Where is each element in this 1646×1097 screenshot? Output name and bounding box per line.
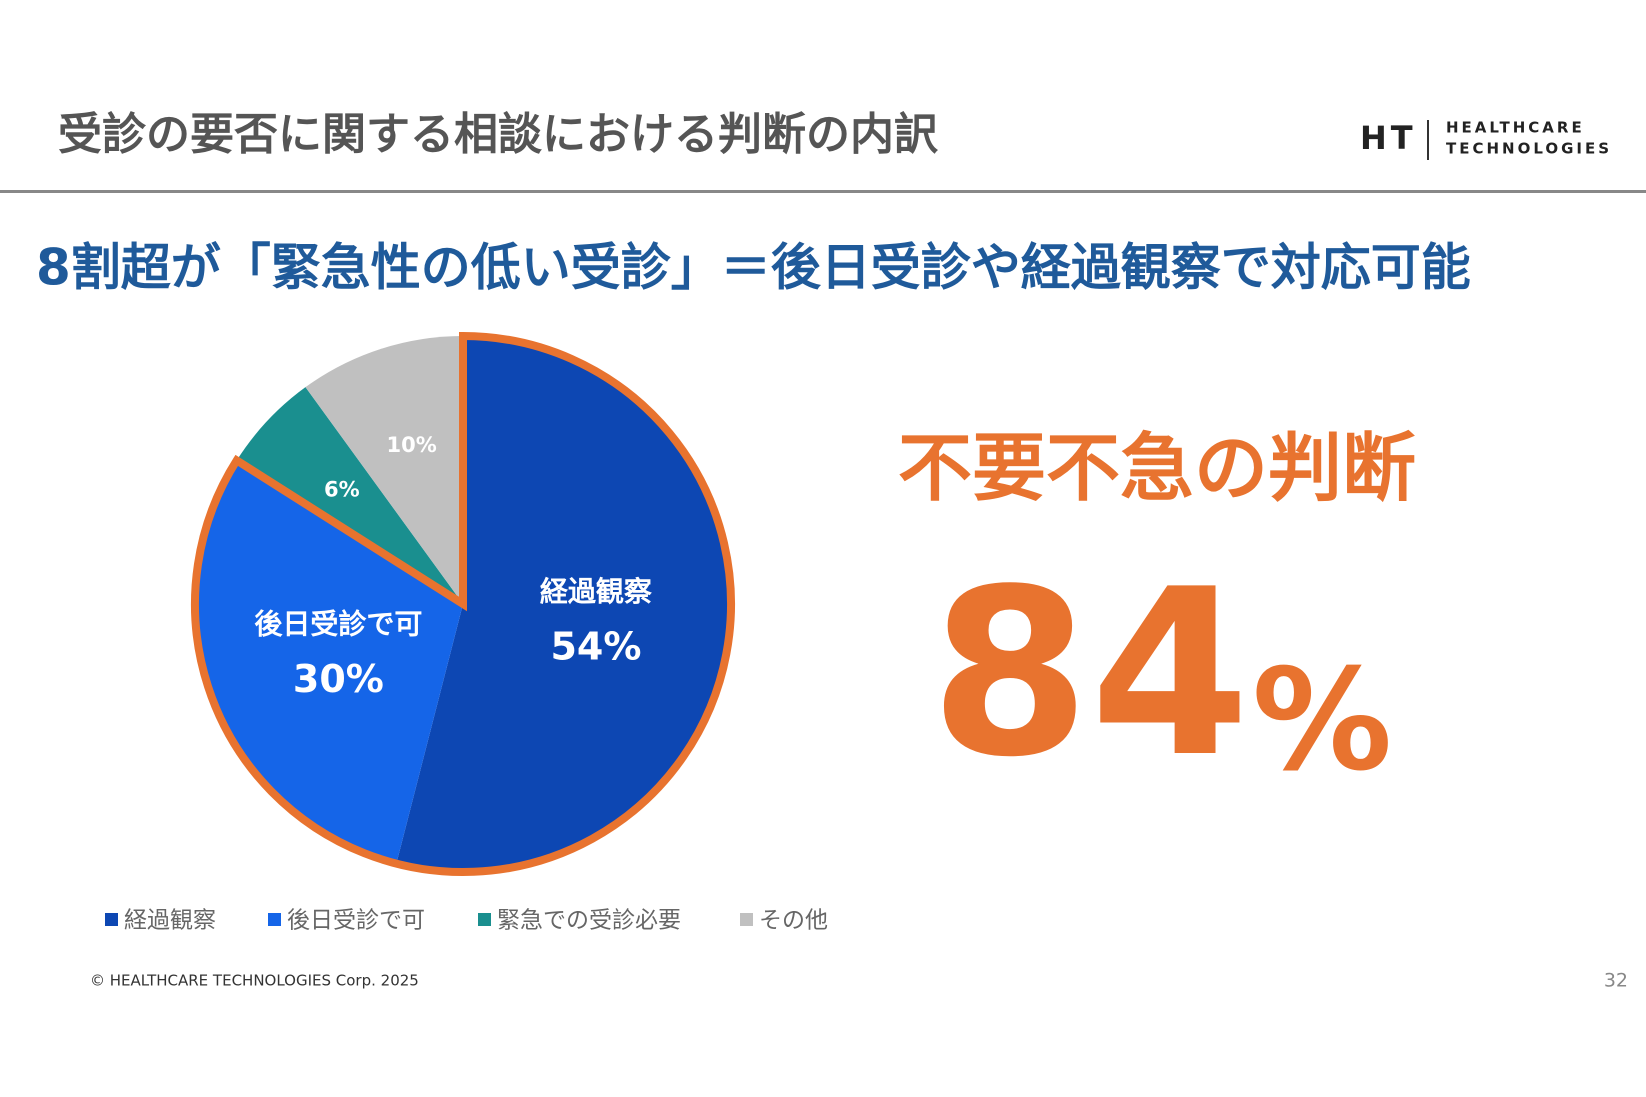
highlight-outline (191, 331, 735, 876)
data-label: 10% (387, 433, 437, 457)
legend-swatch (740, 913, 753, 926)
legend-label: その他 (759, 908, 828, 934)
data-label: 30% (293, 657, 384, 701)
legend-label: 後日受診で可 (287, 908, 425, 934)
pie-slice (396, 336, 732, 872)
subtitle: 8割超が「緊急性の低い受診」＝後日受診や経過観察で対応可能 (36, 239, 1471, 297)
callout-label: 不要不急の判断 (898, 426, 1416, 512)
logo-text: TECHNOLOGIES (1446, 140, 1612, 158)
slice-category: 経過観察 (540, 575, 653, 608)
data-label: 6% (324, 477, 360, 501)
logo-text: HEALTHCARE (1446, 119, 1585, 137)
callout-unit: % (1252, 640, 1392, 803)
pie-slice (236, 387, 463, 604)
slice-category: 後日受診で可 (254, 607, 422, 640)
legend-label: 経過観察 (124, 908, 216, 934)
pie-slice (194, 460, 463, 864)
legend-swatch (268, 913, 281, 926)
page-number: 32 (1604, 970, 1628, 992)
legend-swatch (105, 913, 118, 926)
header-rule (0, 190, 1646, 193)
pie-slice (305, 336, 463, 604)
slide-title: 受診の要否に関する相談における判断の内訳 (58, 109, 939, 160)
pie-chart: 経過観察 54% 後日受診で可 30% 6% 10% (191, 331, 735, 876)
callout-number: 84 (930, 541, 1250, 808)
copyright: © HEALTHCARE TECHNOLOGIES Corp. 2025 (90, 972, 419, 990)
logo-mark: HT (1360, 119, 1417, 157)
legend-label: 緊急での受診必要 (497, 908, 681, 934)
legend: 経過観察 後日受診で可 緊急での受診必要 その他 (105, 908, 828, 934)
data-label: 54% (550, 624, 641, 668)
legend-swatch (478, 913, 491, 926)
